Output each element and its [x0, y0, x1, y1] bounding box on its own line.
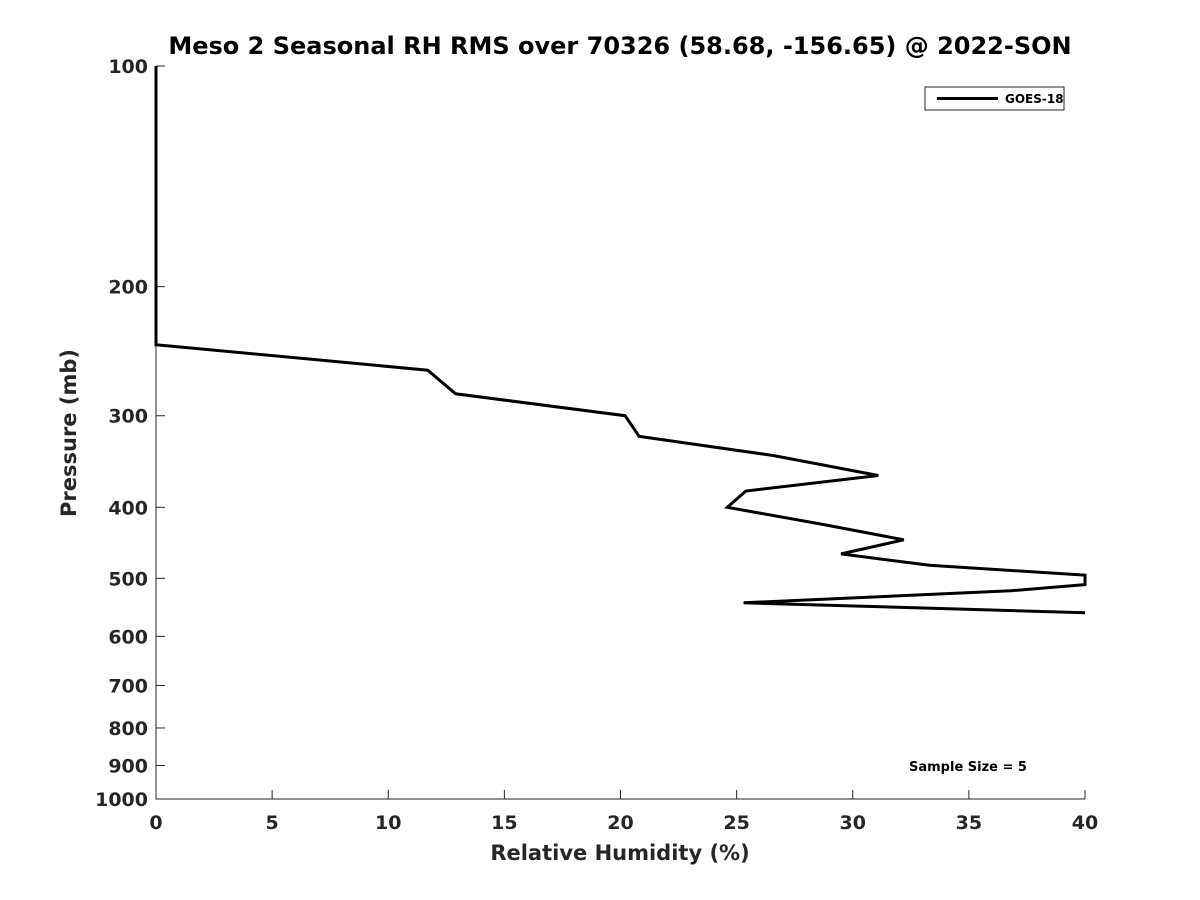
x-tick-label: 25 — [723, 812, 749, 834]
y-tick-label: 700 — [108, 675, 148, 697]
x-tick-label: 40 — [1072, 812, 1098, 834]
y-tick-label: 200 — [108, 277, 148, 299]
y-tick-label: 600 — [108, 626, 148, 648]
y-tick-label: 800 — [108, 718, 148, 740]
x-axis-label: Relative Humidity (%) — [490, 841, 749, 865]
x-tick-label: 10 — [375, 812, 401, 834]
y-axis-label: Pressure (mb) — [57, 349, 81, 517]
y-tick-label: 500 — [108, 568, 148, 590]
y-tick-label: 100 — [108, 56, 148, 78]
sample-size-annotation: Sample Size = 5 — [909, 760, 1027, 775]
axis-ticks: 0 5 10 15 20 25 30 35 40 100 200 300 400 500 600 700 800… — [95, 56, 1098, 834]
x-tick-label: 30 — [840, 812, 866, 834]
x-tick-label: 0 — [149, 812, 162, 834]
axes-lines — [155, 66, 1085, 800]
y-tick-label: 300 — [108, 406, 148, 428]
x-tick-label: 15 — [491, 812, 517, 834]
series-line-goes-18 — [154, 66, 1087, 615]
x-tick-label: 5 — [266, 812, 279, 834]
y-tick-label: 400 — [108, 497, 148, 519]
x-tick-label: 20 — [607, 812, 633, 834]
y-tick-label: 1000 — [95, 789, 148, 811]
legend: GOES-18 — [924, 86, 1065, 111]
y-tick-label: 900 — [108, 755, 148, 777]
x-tick-label: 35 — [956, 812, 982, 834]
legend-label-goes-18: GOES-18 — [1005, 92, 1064, 106]
chart-title: Meso 2 Seasonal RH RMS over 70326 (58.68… — [168, 32, 1071, 60]
